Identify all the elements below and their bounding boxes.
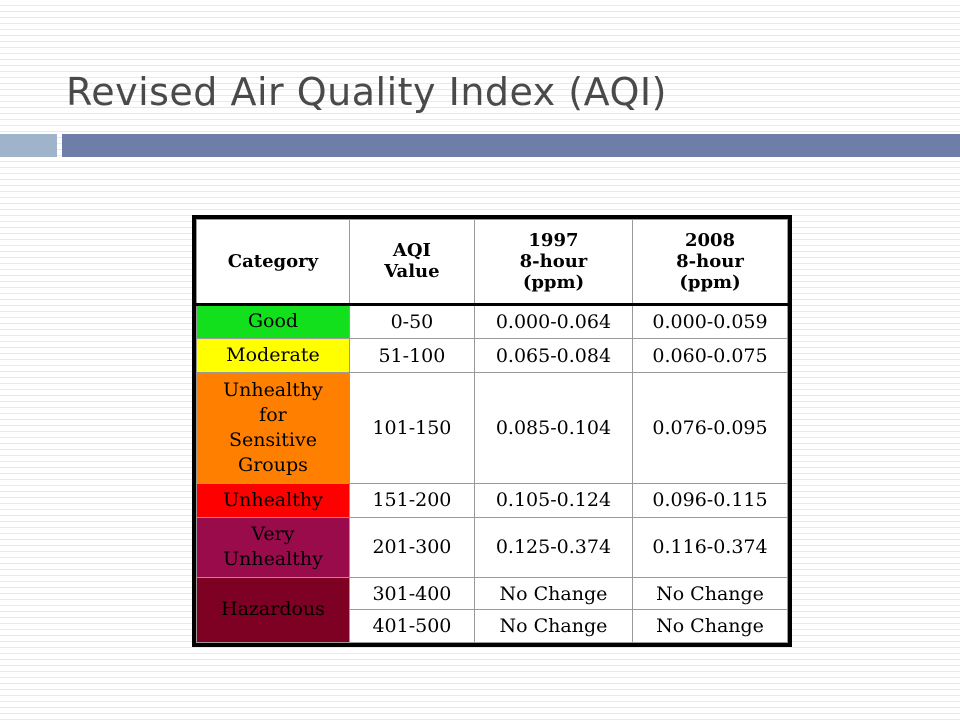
slide-title: Revised Air Quality Index (AQI) — [66, 70, 667, 114]
category-line: Groups — [238, 453, 308, 476]
header-2008-line2: 8-hour — [676, 250, 744, 272]
table-row: 401-500 No Change No Change — [197, 609, 788, 643]
ppm-2008-cell: 0.116-0.374 — [632, 516, 788, 578]
ppm-2008-cell: 0.096-0.115 — [632, 482, 788, 518]
header-aqi-line2: Value — [384, 261, 440, 283]
ppm-2008-cell: 0.076-0.095 — [632, 371, 788, 484]
category-hazardous: Hazardous — [196, 576, 350, 644]
header-1997: 1997 8-hour (ppm) — [473, 219, 634, 306]
header-category: Category — [196, 219, 350, 306]
ppm-1997-cell: No Change — [473, 609, 634, 643]
category-good: Good — [196, 303, 350, 340]
title-accent-bar-left — [0, 134, 57, 157]
ppm-2008-cell: No Change — [632, 609, 788, 643]
ppm-1997-cell: 0.085-0.104 — [473, 371, 634, 484]
aqi-value-cell: 101-150 — [348, 371, 475, 484]
ppm-1997-cell: 0.000-0.064 — [473, 303, 634, 340]
aqi-value-cell: 51-100 — [348, 338, 475, 373]
header-2008-line3: (ppm) — [679, 271, 741, 293]
aqi-value-cell: 301-400 — [348, 576, 475, 611]
category-very-unhealthy: Very Unhealthy — [196, 516, 350, 578]
category-line: Unhealthy — [223, 378, 323, 401]
header-2008: 2008 8-hour (ppm) — [632, 219, 788, 306]
table-row: Very Unhealthy 201-300 0.125-0.374 0.116… — [196, 516, 788, 578]
category-moderate: Moderate — [196, 338, 350, 373]
ppm-1997-cell: 0.065-0.084 — [473, 338, 634, 373]
aqi-value-cell: 401-500 — [348, 609, 475, 643]
ppm-1997-cell: No Change — [473, 576, 634, 611]
category-line: for — [259, 403, 287, 426]
ppm-2008-cell: No Change — [632, 576, 788, 611]
header-1997-line1: 1997 — [528, 229, 579, 251]
category-unhealthy-sensitive: Unhealthy for Sensitive Groups — [196, 371, 350, 484]
header-aqi-line1: AQI — [392, 240, 431, 262]
header-category-label: Category — [227, 250, 319, 272]
category-line: Very — [251, 523, 295, 546]
aqi-value-cell: 151-200 — [348, 482, 475, 518]
category-line: Unhealthy — [223, 548, 323, 571]
aqi-table: Category AQI Value 1997 8-hour (ppm) 200… — [196, 219, 788, 644]
ppm-1997-cell: 0.105-0.124 — [473, 482, 634, 518]
aqi-table-frame: Category AQI Value 1997 8-hour (ppm) 200… — [192, 215, 792, 647]
header-1997-line2: 8-hour — [519, 250, 588, 272]
header-1997-line3: (ppm) — [522, 271, 585, 293]
table-row: Unhealthy for Sensitive Groups 101-150 0… — [196, 371, 788, 484]
ppm-1997-cell: 0.125-0.374 — [473, 516, 634, 578]
aqi-value-cell: 0-50 — [348, 303, 475, 340]
table-row: Good 0-50 0.000-0.064 0.000-0.059 — [196, 303, 788, 340]
table-row: Unhealthy 151-200 0.105-0.124 0.096-0.11… — [196, 482, 788, 518]
category-line: Sensitive — [228, 428, 317, 451]
ppm-2008-cell: 0.000-0.059 — [632, 303, 788, 340]
category-unhealthy: Unhealthy — [196, 482, 350, 518]
title-accent-bar-right — [62, 134, 960, 157]
table-row: Moderate 51-100 0.065-0.084 0.060-0.075 — [196, 338, 788, 373]
table-header-row: Category AQI Value 1997 8-hour (ppm) 200… — [196, 219, 788, 306]
header-aqi-value: AQI Value — [348, 219, 475, 306]
header-2008-line1: 2008 — [684, 229, 736, 251]
ppm-2008-cell: 0.060-0.075 — [632, 338, 788, 373]
table-row: Hazardous 301-400 No Change No Change — [196, 576, 788, 644]
aqi-value-cell: 201-300 — [348, 516, 475, 578]
